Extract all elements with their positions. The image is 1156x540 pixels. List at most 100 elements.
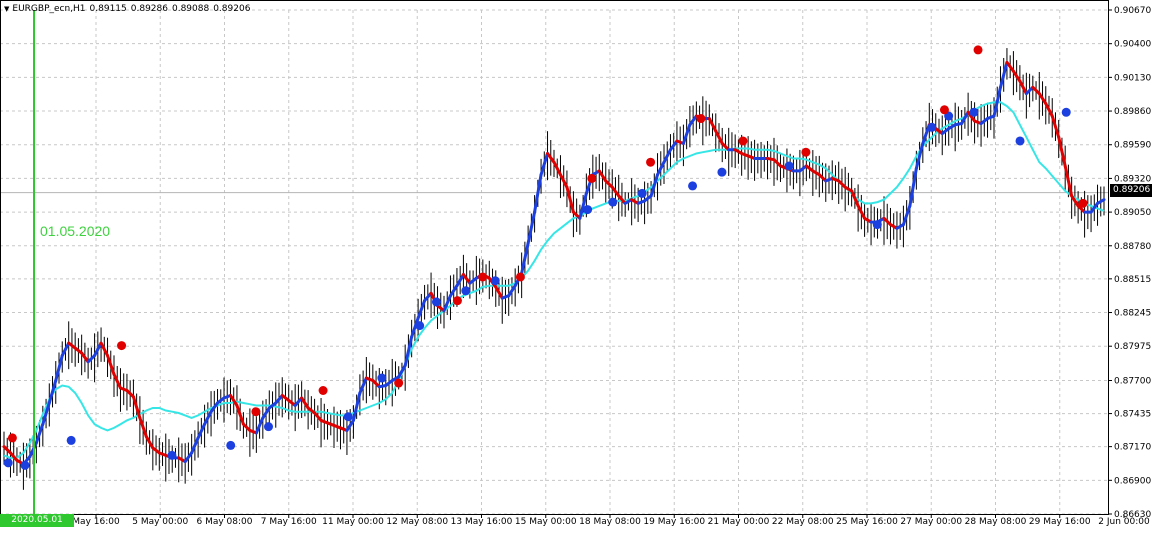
- trend-segment-down: [138, 416, 148, 439]
- trend-segment-up: [649, 173, 660, 198]
- trend-segment-down: [610, 185, 621, 198]
- trend-segment-up: [539, 151, 550, 177]
- trend-line: [2, 60, 1106, 466]
- symbol-label: EURGBP_ecn,H1: [12, 4, 86, 14]
- sell-marker: [478, 272, 488, 282]
- trend-segment-down: [558, 173, 569, 189]
- buy-marker: [20, 460, 30, 470]
- x-tick-label: 11 May 00:00: [322, 517, 384, 527]
- buy-marker: [872, 220, 882, 230]
- trend-segment-down: [144, 435, 155, 450]
- x-tick-label: 5 May 00:00: [132, 517, 188, 527]
- buy-marker: [461, 286, 471, 296]
- trend-segment-up: [681, 123, 692, 145]
- trend-segment-down: [1018, 79, 1028, 96]
- trend-segment-up: [914, 141, 925, 170]
- trend-segment-up: [1096, 198, 1106, 205]
- trend-segment-up: [34, 422, 45, 445]
- buy-marker: [583, 205, 593, 215]
- dropdown-arrow-icon[interactable]: ▼: [4, 5, 10, 13]
- trend-segment-up: [41, 401, 51, 426]
- trend-segment-up: [448, 284, 459, 298]
- current-price-label: 0.89206: [1110, 184, 1152, 197]
- plot-frame: [0, 0, 1109, 515]
- trend-segment-down: [966, 110, 977, 123]
- buy-marker: [377, 373, 387, 383]
- y-tick-label: 0.88245: [1114, 309, 1151, 319]
- buy-marker: [688, 181, 698, 191]
- trend-segment-up: [47, 379, 58, 405]
- y-tick-label: 0.88515: [1114, 275, 1151, 285]
- trend-segment-down: [99, 341, 110, 358]
- trend-segment-down: [1037, 92, 1048, 106]
- trend-segment-up: [196, 422, 207, 440]
- trend-segment-up: [261, 406, 271, 420]
- close-value: 0.89206: [213, 4, 251, 14]
- trend-segment-up: [656, 160, 666, 177]
- trend-segment-down: [617, 194, 627, 205]
- sell-marker: [738, 136, 748, 146]
- trend-segment-up: [293, 396, 304, 407]
- y-tick-label: 0.87975: [1114, 342, 1151, 352]
- trend-segment-up: [455, 272, 465, 288]
- trend-segment-up: [209, 401, 220, 414]
- trend-segment-down: [856, 204, 867, 220]
- y-tick-label: 0.89590: [1114, 141, 1151, 151]
- x-tick-label: 12 May 08:00: [386, 517, 448, 527]
- trend-segment-down: [8, 451, 19, 462]
- y-tick-label: 0.90400: [1114, 40, 1151, 50]
- trend-segment-up: [190, 436, 200, 455]
- y-tick-label: 0.86630: [1114, 510, 1151, 520]
- buy-marker: [431, 297, 441, 307]
- trend-segment-down: [131, 395, 142, 420]
- trend-segment-up: [526, 210, 537, 245]
- trend-segment-up: [442, 294, 452, 313]
- trend-segment-up: [358, 376, 368, 395]
- buy-marker: [637, 188, 647, 198]
- x-tick-label: 22 May 08:00: [772, 517, 834, 527]
- y-tick-label: 0.86900: [1114, 476, 1151, 486]
- x-tick-label: 15 May 00:00: [515, 517, 577, 527]
- sell-marker: [394, 378, 404, 388]
- buy-marker: [66, 435, 76, 445]
- trend-segment-down: [1011, 69, 1022, 83]
- x-tick-label: 25 May 16:00: [836, 517, 898, 527]
- sell-marker: [1078, 198, 1088, 208]
- trend-segment-up: [403, 335, 414, 368]
- trend-segment-down: [228, 393, 239, 407]
- sell-marker: [318, 385, 328, 395]
- trend-segment-up: [54, 354, 64, 383]
- trend-segment-down: [1057, 135, 1067, 168]
- x-tick-label: 18 May 08:00: [579, 517, 641, 527]
- buy-marker: [490, 276, 500, 286]
- x-tick-label: 6 May 08:00: [197, 517, 253, 527]
- current-date-label: 2020.05.01 00:00: [0, 514, 74, 538]
- trend-segment-up: [908, 166, 918, 208]
- sell-marker: [7, 433, 17, 443]
- signal-markers: [3, 45, 1088, 470]
- trend-segment-down: [1063, 164, 1074, 198]
- y-tick-label: 0.88780: [1114, 242, 1151, 252]
- trend-segment-down: [313, 411, 323, 422]
- buy-marker: [1015, 136, 1025, 146]
- trend-segment-down: [565, 185, 575, 214]
- buy-marker: [167, 450, 177, 460]
- x-tick-label: 7 May 16:00: [261, 517, 317, 527]
- sell-marker: [117, 341, 127, 351]
- trend-segment-up: [662, 148, 672, 164]
- x-tick-label: 27 May 00:00: [900, 517, 962, 527]
- x-tick-label: 28 May 08:00: [965, 517, 1027, 527]
- y-tick-label: 0.87435: [1114, 410, 1151, 420]
- x-tick-label: 19 May 16:00: [643, 517, 705, 527]
- trend-segment-up: [507, 284, 517, 298]
- sell-marker: [801, 147, 811, 157]
- buy-marker: [717, 167, 727, 177]
- sell-marker: [973, 45, 983, 55]
- trend-segment-up: [254, 416, 265, 435]
- trend-segment-up: [901, 204, 912, 227]
- buy-marker: [608, 197, 618, 207]
- y-tick-label: 0.90130: [1114, 73, 1151, 83]
- trend-segment-up: [274, 393, 284, 405]
- buy-marker: [1061, 107, 1071, 117]
